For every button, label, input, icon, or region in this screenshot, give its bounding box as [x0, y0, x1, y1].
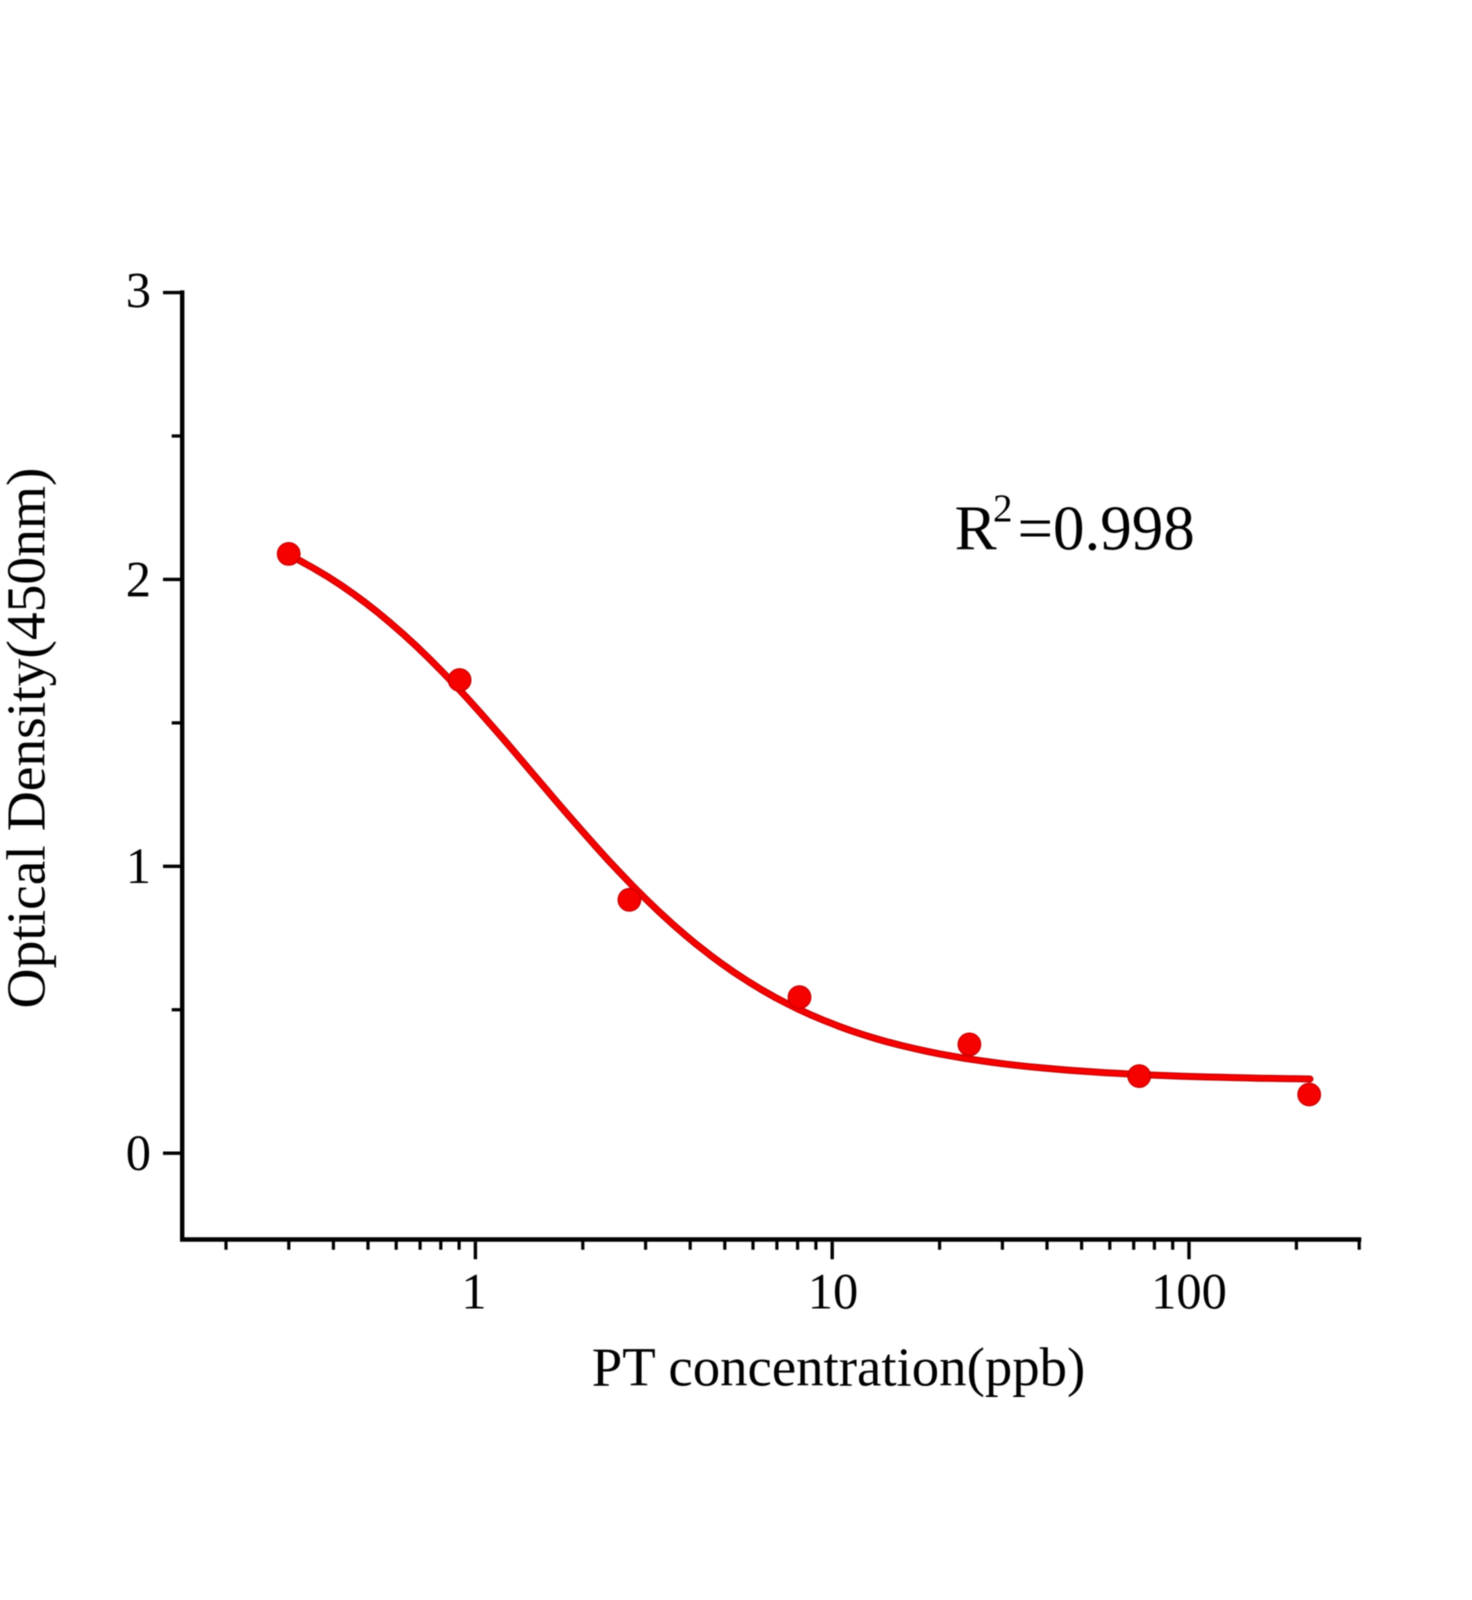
svg-text:1: 1: [126, 838, 151, 894]
svg-text:1: 1: [461, 1264, 486, 1320]
svg-text:2: 2: [126, 551, 151, 607]
svg-text:3: 3: [126, 263, 151, 319]
svg-text:Optical Density(450nm): Optical Density(450nm): [0, 467, 58, 1008]
svg-text:=0.998: =0.998: [1018, 494, 1195, 564]
svg-text:100: 100: [1151, 1264, 1227, 1320]
svg-text:0: 0: [126, 1125, 151, 1181]
svg-text:PT concentration(ppb): PT concentration(ppb): [592, 1336, 1086, 1397]
svg-text:R: R: [955, 494, 997, 564]
svg-text:10: 10: [808, 1264, 859, 1320]
svg-text:2: 2: [993, 487, 1013, 530]
